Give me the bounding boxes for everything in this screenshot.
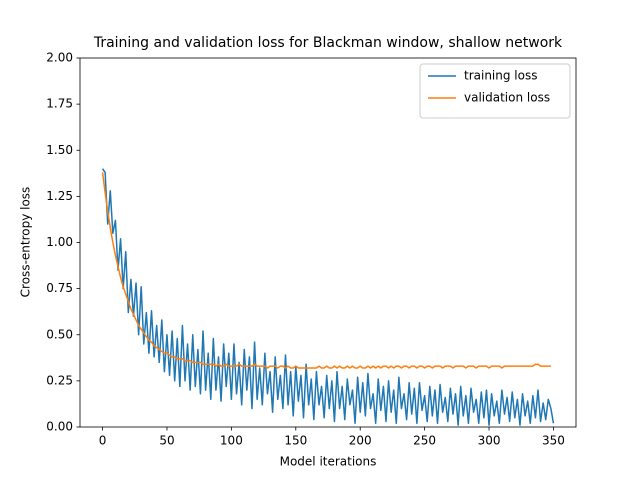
y-tick-label: 0.25	[46, 373, 73, 387]
x-tick-label: 50	[159, 434, 174, 448]
y-tick-label: 0.50	[46, 327, 73, 341]
y-tick-label: 0.75	[46, 281, 73, 295]
x-tick-label: 300	[478, 434, 501, 448]
x-tick-label: 0	[99, 434, 107, 448]
x-tick-label: 150	[284, 434, 307, 448]
y-tick-label: 1.75	[46, 97, 73, 111]
y-tick-label: 1.25	[46, 189, 73, 203]
x-axis-label: Model iterations	[280, 455, 377, 469]
legend-box	[419, 63, 571, 119]
x-tick-label: 250	[413, 434, 436, 448]
x-tick-label: 350	[542, 434, 565, 448]
y-axis-label: Cross-entropy loss	[19, 187, 33, 298]
plot-frame	[79, 57, 577, 428]
legend: training loss validation loss	[419, 63, 571, 119]
x-tick-label: 100	[220, 434, 243, 448]
legend-label: training loss	[464, 69, 537, 83]
data-line	[101, 168, 555, 426]
y-tick-label: 1.00	[46, 235, 73, 249]
data-line	[101, 172, 551, 369]
y-tick-label: 2.00	[46, 51, 73, 65]
y-tick-label: 0.00	[46, 420, 73, 434]
chart-title: Training and validation loss for Blackma…	[93, 35, 563, 51]
legend-label: validation loss	[464, 91, 550, 105]
x-tick-label: 200	[349, 434, 372, 448]
y-tick-label: 1.50	[46, 143, 73, 157]
